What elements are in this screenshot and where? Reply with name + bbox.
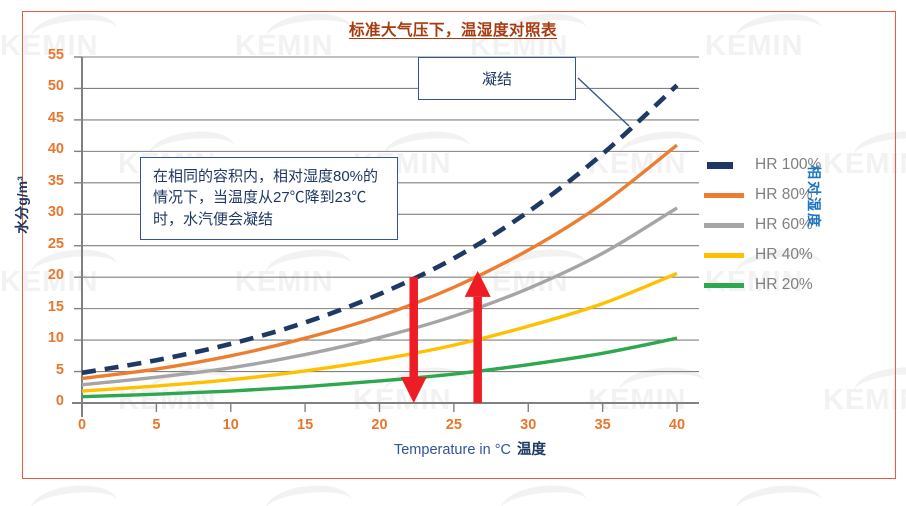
annotation-arrows (400, 270, 491, 403)
x-axis-title-en: Temperature in °C (393, 442, 511, 458)
x-tick-label: 20 (371, 417, 388, 433)
y-tick-label: 25 (47, 235, 64, 252)
page-title: 标准大气压下，温湿度对照表 (348, 22, 557, 39)
legend-item-hr-20[interactable]: HR 20% (704, 270, 821, 300)
legend-swatch-icon (707, 161, 733, 169)
legend-item-hr-40[interactable]: HR 40% (704, 240, 821, 270)
x-tick-label: 5 (152, 417, 161, 433)
y-tick-label: 0 (55, 393, 64, 409)
y-tick-label: 40 (47, 141, 64, 158)
x-tick-label: 35 (594, 417, 611, 433)
legend-label: HR 80% (755, 186, 813, 203)
chart-legend: HR 100% HR 80% HR 60% HR 40% HR 20% (704, 150, 821, 300)
callout-leader-line (577, 77, 630, 127)
x-tick-marks (81, 403, 678, 412)
legend-label: HR 40% (755, 246, 813, 263)
legend-swatch-icon (704, 252, 744, 258)
y-tick-label: 20 (47, 267, 64, 284)
x-tick-label: 10 (222, 417, 239, 433)
series-line (81, 206, 678, 387)
series-lines (81, 83, 679, 399)
arrow-up-head (464, 270, 491, 297)
series-line (81, 336, 678, 399)
leader-line (577, 77, 630, 127)
arrow-down-head (400, 377, 427, 403)
legend-item-hr-80[interactable]: HR 80% (704, 180, 821, 210)
legend-swatch-icon (704, 222, 744, 228)
y-tick-label: 30 (47, 204, 64, 221)
y-tick-label: 55 (47, 47, 64, 63)
legend-axis-title: 相对湿度 (806, 165, 822, 229)
series-line (81, 143, 679, 381)
x-tick-label: 30 (520, 417, 537, 433)
y-tick-marks (74, 56, 82, 404)
legend-swatch-icon (704, 192, 744, 198)
series-line (81, 271, 678, 393)
legend-item-hr-60[interactable]: HR 60% (704, 210, 821, 240)
y-axis-title: 水分g/m³ (14, 176, 30, 234)
callout-condensation-text: 凝结 (481, 71, 512, 88)
x-tick-label: 40 (668, 417, 686, 433)
axis-lines (72, 57, 699, 417)
x-tick-label: 0 (77, 417, 87, 433)
legend-label: HR 60% (755, 216, 813, 233)
callout-condensation: 凝结 (418, 57, 576, 100)
x-axis-title-zh: 温度 (517, 442, 546, 458)
y-tick-label: 45 (47, 109, 64, 126)
y-tick-label: 50 (47, 78, 64, 95)
x-tick-label: 25 (445, 417, 462, 433)
callout-explanation: 在相同的容积内，相对湿度80%的情况下，当温度从27℃降到23℃时，水汽便会凝结 (140, 157, 398, 240)
legend-label: HR 20% (755, 276, 813, 293)
x-axis-title: Temperature in °C 温度 (300, 438, 640, 459)
callout-explanation-text: 在相同的容积内，相对湿度80%的情况下，当温度从27℃降到23℃时，水汽便会凝结 (153, 168, 379, 228)
y-tick-label: 15 (47, 298, 64, 315)
y-tick-label: 10 (47, 330, 64, 347)
y-tick-label: 35 (47, 172, 64, 189)
x-tick-label: 15 (297, 417, 314, 433)
legend-label: HR 100% (755, 156, 822, 173)
y-tick-label: 5 (55, 361, 64, 378)
series-line (81, 83, 679, 376)
legend-item-hr-100[interactable]: HR 100% (704, 150, 821, 180)
legend-swatch-icon (704, 282, 744, 288)
